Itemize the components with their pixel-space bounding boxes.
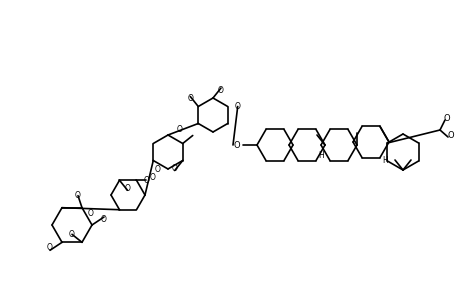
Text: H: H (381, 156, 387, 165)
Text: H: H (318, 151, 323, 160)
Text: O: O (149, 173, 155, 182)
Text: O: O (176, 125, 182, 134)
Text: O: O (143, 176, 149, 185)
Text: O: O (69, 230, 75, 239)
Text: O: O (171, 164, 177, 173)
Text: O: O (447, 130, 453, 140)
Text: O: O (218, 85, 224, 94)
Text: O: O (124, 184, 130, 193)
Text: O: O (75, 191, 81, 200)
Text: O: O (187, 94, 193, 103)
Text: O: O (155, 164, 161, 173)
Text: O: O (101, 215, 106, 224)
Text: O: O (47, 243, 53, 252)
Text: O: O (233, 140, 240, 149)
Text: O: O (88, 209, 94, 218)
Text: O: O (443, 113, 449, 122)
Text: O: O (234, 102, 240, 111)
